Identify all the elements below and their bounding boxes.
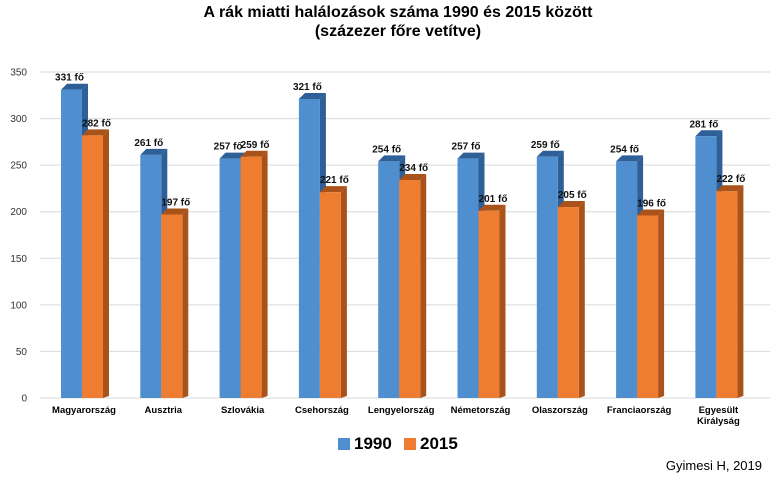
data-label: 321 fő: [293, 82, 322, 93]
data-label: 201 fő: [479, 194, 508, 205]
bar-1990: [378, 161, 400, 398]
bar-top-1990: [378, 155, 406, 162]
data-label: 331 fő: [55, 73, 84, 84]
bar-2015: [240, 156, 262, 398]
data-label: 221 fő: [320, 175, 349, 186]
bar-top-1990: [695, 130, 723, 137]
bar-2015: [319, 192, 341, 398]
data-label: 196 fő: [637, 198, 666, 209]
bar-top-2015: [716, 185, 744, 192]
bar-side-2015: [340, 186, 347, 398]
bar-top-2015: [557, 201, 585, 208]
bar-side-2015: [182, 208, 189, 398]
data-label: 197 fő: [161, 198, 190, 209]
bar-side-2015: [499, 204, 506, 398]
data-label: 254 fő: [372, 144, 401, 155]
bar-2015: [82, 135, 103, 398]
category-label: Királyság: [697, 416, 740, 427]
data-label: 234 fő: [399, 163, 428, 174]
bar-top-2015: [240, 150, 268, 157]
bar-2015: [716, 191, 738, 398]
category-label: Franciaország: [607, 405, 672, 416]
bar-top-2015: [478, 204, 506, 211]
category-label: Egyesült: [699, 405, 739, 416]
bar-top-1990: [536, 150, 564, 157]
bar-1990: [140, 154, 162, 398]
y-tick-label: 300: [10, 114, 27, 125]
bar-side-2015: [737, 185, 744, 398]
bar-top-1990: [219, 152, 247, 159]
bar-2015: [161, 214, 183, 398]
y-tick-label: 350: [10, 68, 27, 79]
data-label: 254 fő: [610, 144, 639, 155]
bar-side-2015: [103, 129, 109, 398]
legend-swatch-2015: [404, 438, 416, 450]
bar-side-2015: [261, 150, 268, 398]
bar-top-1990: [140, 148, 168, 155]
data-label: 259 fő: [531, 140, 560, 151]
bar-top-2015: [161, 208, 189, 215]
category-label: Szlovákia: [221, 405, 265, 416]
data-label: 282 fő: [82, 118, 111, 129]
data-label: 281 fő: [689, 119, 718, 130]
bar-top-1990: [457, 152, 485, 159]
legend-label-1990: 1990: [354, 434, 392, 453]
y-tick-label: 200: [10, 207, 27, 218]
y-tick-label: 0: [21, 394, 27, 405]
category-label: Németország: [451, 405, 511, 416]
bar-1990: [536, 156, 558, 398]
data-label: 205 fő: [558, 190, 587, 201]
bar-2015: [637, 215, 659, 398]
bar-top-2015: [82, 129, 109, 136]
bar-1990: [695, 136, 717, 399]
category-label: Olaszország: [532, 405, 588, 416]
category-label: Csehország: [295, 405, 349, 416]
bar-top-2015: [637, 209, 665, 216]
category-label: Magyarország: [52, 405, 116, 416]
credit-text: Gyimesi H, 2019: [666, 458, 762, 473]
data-label: 222 fő: [716, 174, 745, 185]
category-label: Ausztria: [145, 405, 183, 416]
bar-top-2015: [319, 186, 347, 193]
data-label: 259 fő: [241, 140, 270, 151]
data-label: 261 fő: [134, 138, 163, 149]
legend-swatch-1990: [338, 438, 350, 450]
bar-side-2015: [420, 174, 427, 398]
bar-2015: [399, 180, 421, 398]
y-tick-label: 250: [10, 161, 27, 172]
bar-2015: [557, 207, 579, 398]
data-label: 257 fő: [214, 142, 243, 153]
bar-1990: [61, 89, 82, 398]
bar-top-1990: [61, 83, 88, 90]
category-label: Lengyelország: [368, 405, 435, 416]
bar-1990: [219, 158, 241, 398]
legend-label-2015: 2015: [420, 434, 458, 453]
y-tick-label: 50: [16, 347, 28, 358]
chart-title-line: A rák miatti halálozások száma 1990 és 2…: [204, 4, 594, 21]
bar-1990: [457, 158, 479, 398]
bar-2015: [478, 210, 500, 398]
bar-side-2015: [658, 209, 665, 398]
bar-top-1990: [616, 155, 644, 162]
chart-title-line: (százezer főre vetítve): [315, 23, 481, 40]
bar-1990: [298, 99, 320, 399]
bar-top-1990: [298, 93, 326, 100]
data-label: 257 fő: [452, 142, 481, 153]
y-tick-label: 150: [10, 254, 27, 265]
y-tick-label: 100: [10, 300, 27, 311]
bar-top-2015: [399, 174, 427, 181]
bar-1990: [616, 161, 638, 398]
bar-side-2015: [578, 201, 585, 398]
